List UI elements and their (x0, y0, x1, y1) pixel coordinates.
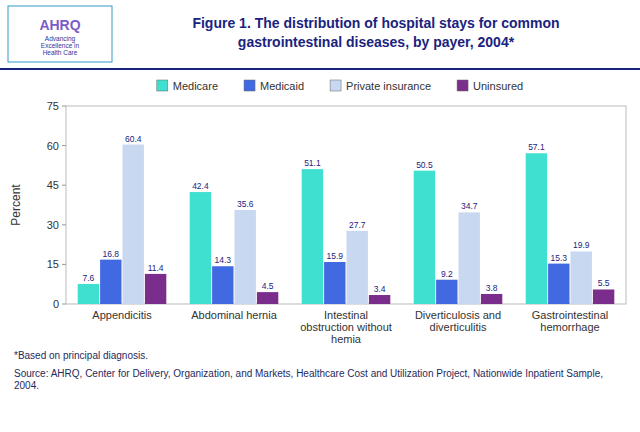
data-label: 4.5 (262, 281, 274, 291)
x-tick-label: Appendicitis (92, 309, 152, 321)
y-tick-label: 45 (47, 179, 59, 191)
bar (145, 274, 166, 304)
bar (481, 294, 502, 304)
legend: Medicare Medicaid Private insurance Uninsur… (157, 80, 523, 92)
data-labels: 7.6 16.8 60.4 11.4 42.4 14.3 35.6 4.5 51.1 15.9 27… (82, 134, 609, 294)
data-label: 11.4 (148, 263, 164, 273)
bar (459, 212, 480, 304)
bar (369, 295, 390, 304)
bar (593, 289, 614, 304)
bar (123, 145, 144, 304)
bar (526, 153, 547, 304)
legend-item: Uninsured (457, 80, 523, 92)
data-label: 42.4 (192, 181, 209, 191)
y-tick-label: 30 (47, 219, 59, 231)
y-axis-label: Percent (9, 184, 23, 226)
data-label: 27.7 (349, 220, 366, 230)
data-label: 14.3 (215, 255, 232, 265)
legend-label: Uninsured (473, 80, 523, 92)
legend-item: Medicaid (244, 80, 304, 92)
bar (235, 210, 256, 304)
bar (436, 280, 457, 304)
x-tick-label: Intestinalobstruction withouthemia (300, 309, 392, 345)
bar (347, 231, 368, 304)
legend-label: Medicaid (260, 80, 304, 92)
data-label: 3.4 (374, 284, 386, 294)
x-tick-label: Abdominal hernia (191, 309, 277, 321)
bars (78, 145, 615, 304)
y-tick (62, 304, 66, 305)
x-tick-label: Gastrointestinalhemorrhage (532, 309, 608, 333)
logo-subtitle: AdvancingExcellence inHealth Care (41, 35, 80, 56)
data-label: 16.8 (103, 249, 120, 259)
logo-title: AHRQ (39, 17, 80, 33)
bar (571, 251, 592, 304)
bar (78, 284, 99, 304)
y-tick-label: 60 (47, 140, 59, 152)
data-label: 35.6 (237, 199, 254, 209)
bar (548, 264, 569, 304)
y-tick-label: 0 (53, 298, 59, 310)
data-label: 51.1 (304, 158, 321, 168)
data-label: 15.9 (327, 251, 344, 261)
bar (190, 192, 211, 304)
legend-swatch (457, 80, 468, 91)
plot-frame (66, 106, 626, 304)
y-tick (62, 264, 66, 265)
footnote: *Based on principal diagnosis. (14, 350, 626, 362)
data-label: 3.8 (486, 283, 498, 293)
y-tick (62, 145, 66, 146)
separator (0, 68, 640, 70)
footnote: Source: AHRQ, Center for Delivery, Organ… (14, 368, 626, 392)
bar (324, 262, 345, 304)
y-tick (62, 224, 66, 225)
chart: AHRQ AdvancingExcellence inHealth Care Fig… (0, 0, 640, 432)
legend-swatch (244, 80, 255, 91)
data-label: 9.2 (441, 269, 453, 279)
bar (100, 260, 121, 304)
data-label: 19.9 (573, 240, 590, 250)
y-tick-label: 15 (47, 258, 59, 270)
legend-label: Private insurance (346, 80, 431, 92)
data-label: 60.4 (125, 134, 142, 144)
data-label: 5.5 (598, 278, 610, 288)
legend-item: Medicare (157, 80, 218, 92)
legend-label: Medicare (173, 80, 218, 92)
bar (302, 169, 323, 304)
legend-item: Private insurance (330, 80, 431, 92)
logo-box (8, 6, 112, 62)
x-tick-label: Diverticulosis anddiverticulitis (415, 309, 501, 333)
bar (212, 266, 233, 304)
legend-swatch (330, 80, 341, 91)
y-tick (62, 106, 66, 107)
title: Figure 1. The distribution of hospital s… (192, 15, 559, 50)
data-label: 7.6 (82, 273, 94, 283)
data-label: 57.1 (528, 142, 545, 152)
bar (414, 171, 435, 304)
legend-swatch (157, 80, 168, 91)
bar (257, 292, 278, 304)
data-label: 34.7 (461, 201, 478, 211)
y-tick (62, 185, 66, 186)
data-label: 50.5 (416, 160, 433, 170)
data-label: 15.3 (551, 253, 568, 263)
y-tick-label: 75 (47, 100, 59, 112)
